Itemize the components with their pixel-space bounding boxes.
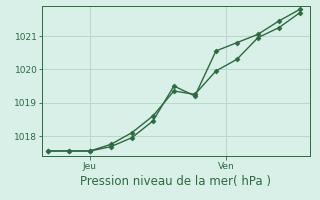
X-axis label: Pression niveau de la mer( hPa ): Pression niveau de la mer( hPa ) (81, 175, 271, 188)
